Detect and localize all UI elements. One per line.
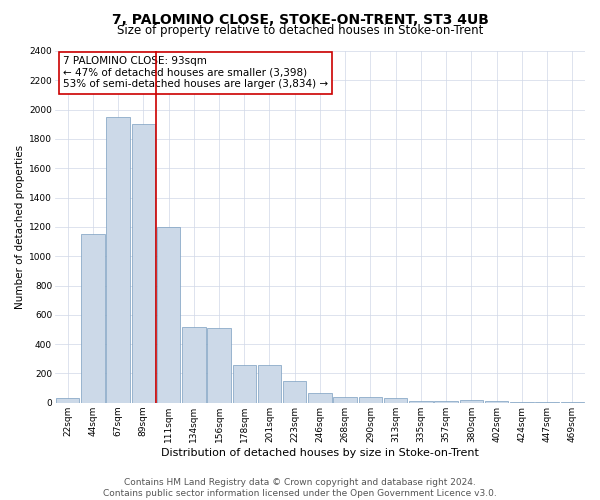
Text: Size of property relative to detached houses in Stoke-on-Trent: Size of property relative to detached ho… [117,24,483,37]
Bar [131,124,155,403]
Bar [535,402,559,403]
Bar [384,398,407,403]
Bar [560,402,584,403]
Bar [434,401,458,403]
Bar [207,328,231,403]
Bar [56,398,79,403]
Text: 7 PALOMINO CLOSE: 93sqm
← 47% of detached houses are smaller (3,398)
53% of semi: 7 PALOMINO CLOSE: 93sqm ← 47% of detache… [63,56,328,90]
Bar [485,402,508,403]
Bar [233,364,256,403]
Bar [258,364,281,403]
Bar [157,227,180,403]
Bar [308,392,332,403]
Bar [409,402,433,403]
Bar [106,117,130,403]
X-axis label: Distribution of detached houses by size in Stoke-on-Trent: Distribution of detached houses by size … [161,448,479,458]
Bar [334,397,357,403]
Bar [460,400,483,403]
Y-axis label: Number of detached properties: Number of detached properties [15,145,25,309]
Bar [359,397,382,403]
Text: Contains HM Land Registry data © Crown copyright and database right 2024.
Contai: Contains HM Land Registry data © Crown c… [103,478,497,498]
Bar [81,234,104,403]
Bar [283,381,307,403]
Text: 7, PALOMINO CLOSE, STOKE-ON-TRENT, ST3 4UB: 7, PALOMINO CLOSE, STOKE-ON-TRENT, ST3 4… [112,12,488,26]
Bar [182,326,206,403]
Bar [510,402,533,403]
